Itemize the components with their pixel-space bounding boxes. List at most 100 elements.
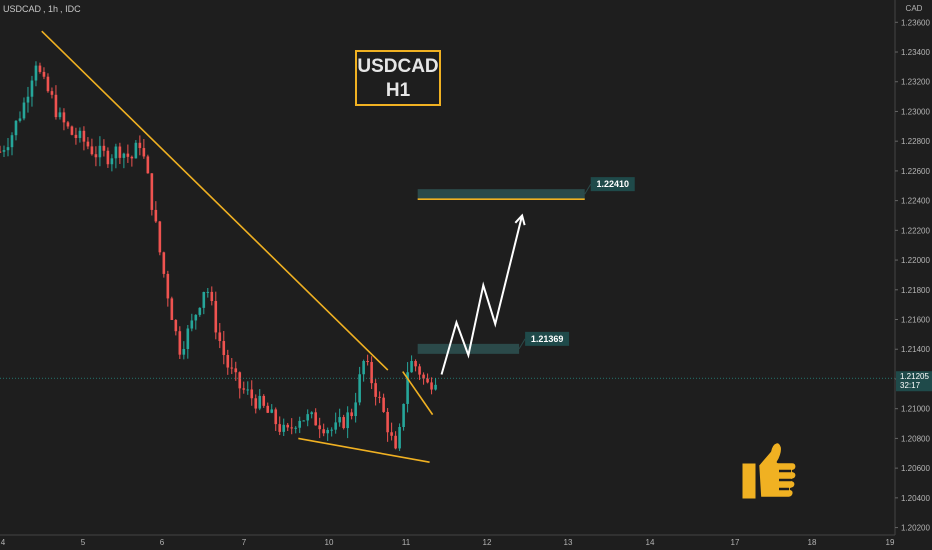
chart-header: USDCAD, 1h, IDC bbox=[3, 4, 81, 14]
candle-body bbox=[42, 71, 46, 77]
time-tick-label: 6 bbox=[160, 538, 165, 547]
level-zone bbox=[417, 189, 585, 200]
symbol-label: USDCAD bbox=[3, 4, 42, 14]
current-price-label: 1.21205 bbox=[900, 372, 929, 381]
price-tick-label: 1.23200 bbox=[901, 78, 930, 87]
candle-body bbox=[398, 427, 401, 449]
time-tick-label: 19 bbox=[886, 538, 895, 547]
candle-body bbox=[202, 291, 206, 308]
candle-body bbox=[318, 425, 321, 430]
candle-body bbox=[138, 142, 142, 149]
thumbs-up-icon bbox=[741, 440, 798, 500]
price-tick-label: 1.20400 bbox=[901, 494, 930, 503]
candle-body bbox=[422, 374, 425, 379]
candle-body bbox=[6, 147, 10, 151]
candle-body bbox=[194, 314, 198, 321]
price-tick-label: 1.20600 bbox=[901, 464, 930, 473]
candle-body bbox=[142, 148, 146, 157]
candle-body bbox=[214, 301, 218, 333]
projection-arrowhead bbox=[514, 213, 526, 226]
candle-body bbox=[162, 252, 166, 274]
candle-body bbox=[394, 435, 397, 449]
price-tick-label: 1.21800 bbox=[901, 286, 930, 295]
candle-body bbox=[114, 146, 118, 159]
candle-body bbox=[166, 273, 170, 299]
currency-label: CAD bbox=[906, 4, 923, 13]
projection-path bbox=[440, 215, 524, 375]
candle-body bbox=[390, 432, 393, 436]
time-tick-label: 12 bbox=[483, 538, 492, 547]
interval-label: 1h bbox=[48, 4, 59, 14]
price-tick-label: 1.21600 bbox=[901, 316, 930, 325]
price-tick-label: 1.23600 bbox=[901, 18, 930, 27]
candle-body bbox=[222, 341, 226, 356]
level-zone bbox=[417, 343, 520, 354]
candle-body bbox=[378, 396, 381, 398]
time-tick-label: 4 bbox=[1, 538, 6, 547]
candle-body bbox=[18, 118, 22, 121]
candle-body bbox=[354, 402, 357, 417]
candle-body bbox=[126, 153, 130, 157]
candle-body bbox=[218, 332, 222, 342]
level-callout-box bbox=[590, 177, 635, 192]
price-tick-label: 1.22800 bbox=[901, 137, 930, 146]
price-tick-label: 1.22600 bbox=[901, 167, 930, 176]
candle-body bbox=[414, 360, 417, 367]
candle-body bbox=[342, 417, 345, 429]
candle-body bbox=[310, 412, 313, 415]
candle-body bbox=[330, 429, 333, 431]
trendline bbox=[41, 30, 389, 371]
pair-badge-symbol: USDCAD bbox=[357, 56, 439, 77]
candle-body bbox=[26, 96, 30, 103]
candle-body bbox=[338, 417, 341, 423]
candle-body bbox=[322, 429, 325, 434]
candle-body bbox=[366, 360, 369, 363]
candle-body bbox=[30, 80, 34, 97]
candle-body bbox=[326, 429, 329, 434]
candle-body bbox=[418, 366, 421, 375]
candle-body bbox=[294, 427, 298, 429]
candle-body bbox=[346, 412, 349, 429]
price-tick-label: 1.22200 bbox=[901, 226, 930, 235]
trendline bbox=[298, 437, 430, 463]
candle-body bbox=[54, 94, 58, 118]
candle-body bbox=[374, 383, 377, 397]
price-tick-label: 1.20200 bbox=[901, 524, 930, 533]
candle-body bbox=[78, 130, 82, 139]
level-callout-line bbox=[518, 338, 526, 350]
price-axis-background bbox=[895, 0, 932, 550]
candle-body bbox=[386, 411, 389, 433]
candle-body bbox=[14, 120, 18, 136]
time-tick-label: 17 bbox=[731, 538, 740, 547]
candle-body bbox=[226, 355, 230, 368]
candle-body bbox=[262, 395, 266, 406]
candle-body bbox=[306, 414, 309, 421]
candle-body bbox=[250, 389, 254, 399]
candle-body bbox=[198, 307, 202, 315]
candle-body bbox=[46, 76, 50, 92]
price-tick-label: 1.21000 bbox=[901, 405, 930, 414]
level-callout-label: 1.22410 bbox=[596, 179, 629, 189]
candle-body bbox=[86, 141, 90, 147]
candle-body bbox=[210, 291, 214, 302]
candle-body bbox=[370, 362, 373, 384]
candle-body bbox=[382, 397, 385, 412]
candle-body bbox=[410, 360, 413, 373]
candle-body bbox=[2, 150, 6, 152]
time-tick-label: 5 bbox=[81, 538, 86, 547]
time-tick-label: 18 bbox=[808, 538, 817, 547]
candle-body bbox=[130, 156, 134, 159]
time-tick-label: 14 bbox=[646, 538, 655, 547]
candle-body bbox=[406, 372, 409, 404]
level-callout-box bbox=[525, 331, 570, 346]
candle-body bbox=[234, 368, 238, 373]
candle-body bbox=[110, 158, 114, 165]
candle-body bbox=[190, 320, 194, 329]
candle-body bbox=[186, 328, 190, 350]
candle-body bbox=[302, 420, 305, 422]
time-tick-label: 11 bbox=[402, 538, 411, 547]
candle-body bbox=[290, 427, 294, 429]
candle-body bbox=[58, 112, 62, 118]
candle-body bbox=[98, 145, 102, 158]
